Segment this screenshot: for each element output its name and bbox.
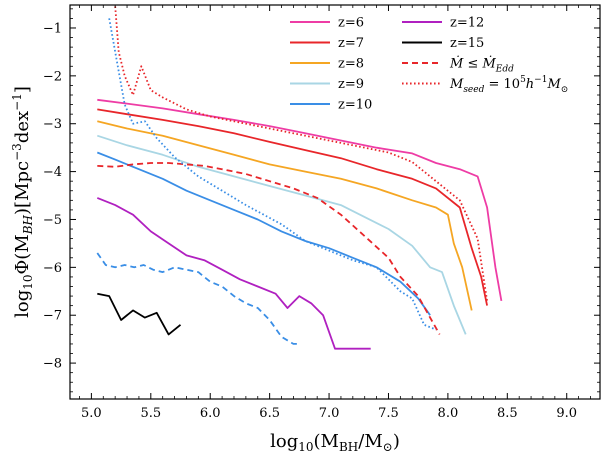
legend-label: z=7 <box>338 36 364 51</box>
legend-label: z=15 <box>450 36 484 51</box>
y-axis-title: log10Φ(MBH)[Mpc−3dex−1] <box>10 86 35 318</box>
y-tick-label: −6 <box>43 261 62 276</box>
y-tick-label: −3 <box>43 117 62 132</box>
legend-label: z=12 <box>450 16 484 31</box>
series-line-0 <box>97 98 503 302</box>
series-line-10 <box>108 18 437 331</box>
y-tick-label: −1 <box>43 21 62 36</box>
x-tick-label: 7.0 <box>319 406 340 421</box>
legend-label: z=8 <box>338 57 364 72</box>
x-tick-label: 5.5 <box>140 406 161 421</box>
plot-lines <box>96 6 503 350</box>
series-line-7 <box>97 162 441 335</box>
x-tick-label: 8.5 <box>497 406 518 421</box>
x-tick-label: 6.0 <box>200 406 221 421</box>
series-line-9 <box>114 6 488 302</box>
series-line-2 <box>97 120 473 311</box>
series-line-4 <box>96 151 431 316</box>
y-tick-label: −4 <box>43 165 62 180</box>
x-axis-title: log10(MBH/M⊙) <box>270 431 400 454</box>
plot-frame <box>69 4 601 400</box>
series-line-8 <box>96 252 300 345</box>
legend-label: Ṁ ≤ ṀEdd <box>449 55 514 75</box>
y-tick-label: −2 <box>43 69 62 84</box>
x-tick-label: 9.0 <box>556 406 577 421</box>
y-tick-label: −7 <box>43 309 62 324</box>
x-tick-label: 5.0 <box>81 406 102 421</box>
legend-label: z=6 <box>338 16 364 31</box>
legend-label: Mseed = 105h−1M⊙ <box>449 75 568 95</box>
series-line-1 <box>97 108 488 306</box>
legend-label: z=9 <box>338 77 364 92</box>
axis-ticks: 5.0 5.5 6.0 6.5 7.0 7.5 8.0 8.5 9.0 −1 −2 −3 −4 −5 −6 −… <box>43 5 600 421</box>
y-tick-label: −8 <box>43 357 62 372</box>
x-tick-label: 7.5 <box>378 406 399 421</box>
series-line-3 <box>97 134 467 335</box>
x-tick-label: 6.5 <box>259 406 280 421</box>
y-tick-label: −5 <box>43 213 62 228</box>
x-tick-label: 8.0 <box>438 406 459 421</box>
series-line-5 <box>96 197 371 350</box>
series-line-6 <box>97 292 182 336</box>
legend-label: z=10 <box>338 98 372 113</box>
